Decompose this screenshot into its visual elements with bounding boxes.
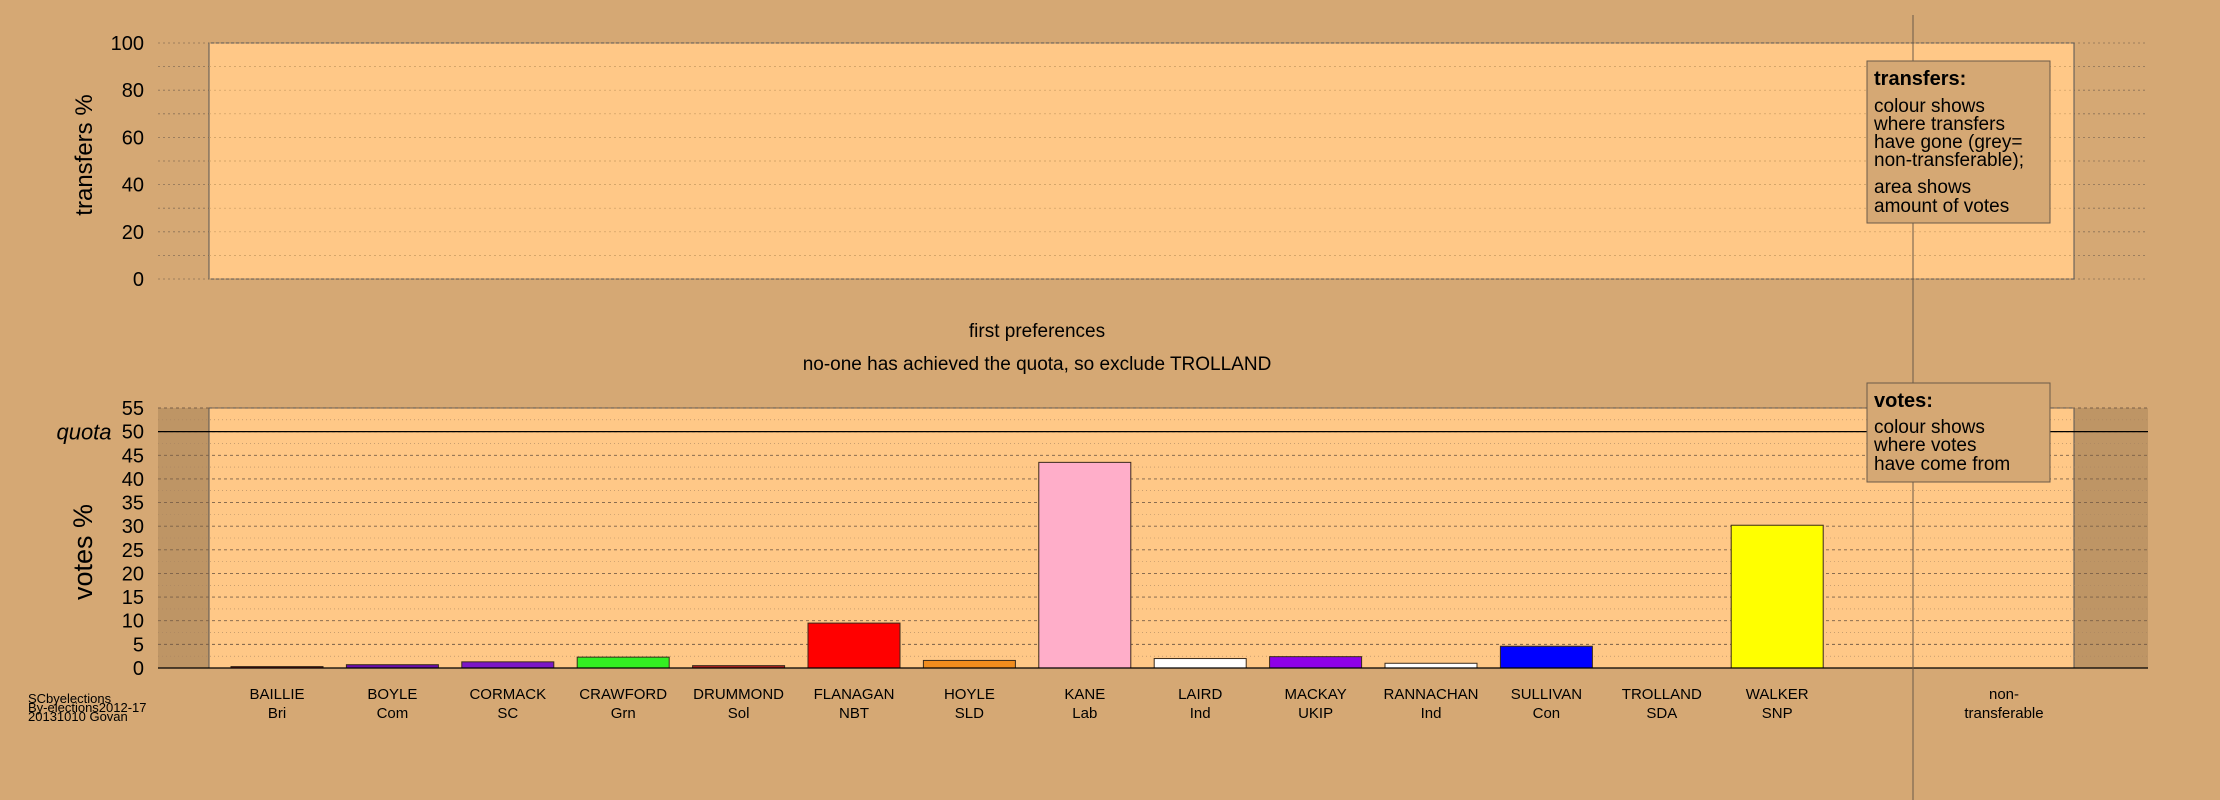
y-tick-label: 60 <box>122 127 144 149</box>
votes-legend-title: votes: <box>1874 390 1933 412</box>
transfers-gridlines-over <box>209 42 2074 280</box>
y-tick-label: 45 <box>122 445 144 467</box>
candidate-party-label: Ind <box>1190 705 1211 722</box>
votes-bars <box>230 461 1824 669</box>
transfers-y-axis-label: transfers % <box>71 94 98 215</box>
candidate-name-label: SULLIVAN <box>1511 686 1582 703</box>
bar-crawford <box>576 656 670 669</box>
candidate-party-label: Lab <box>1072 705 1097 722</box>
bar-hoyle <box>922 659 1016 669</box>
bar-laird <box>1153 658 1247 669</box>
candidate-labels: BAILLIE Bri BOYLE Com CORMACK SC CRAWFORD Grn DR… <box>249 686 1808 722</box>
y-tick-label: 40 <box>122 469 144 491</box>
y-tick-label: 20 <box>122 563 144 585</box>
quota-label: quota <box>56 420 111 445</box>
candidate-name-label: KANE <box>1064 686 1105 703</box>
y-tick-label: 25 <box>122 540 144 562</box>
votes-left-margin-shade <box>158 408 209 668</box>
candidate-party-label: SNP <box>1762 705 1793 722</box>
y-tick-label: 20 <box>122 222 144 244</box>
candidate-party-label: NBT <box>839 705 869 722</box>
votes-legend-line: colour shows <box>1874 417 1985 438</box>
bar-sullivan <box>1499 645 1593 669</box>
bar-rannachan <box>1384 662 1478 669</box>
candidate-name-label: DRUMMOND <box>693 686 784 703</box>
candidate-name-label: FLANAGAN <box>814 686 895 703</box>
y-tick-label: 40 <box>122 175 144 197</box>
candidate-name-label: HOYLE <box>944 686 995 703</box>
candidate-party-label: Bri <box>268 705 286 722</box>
y-tick-label: 35 <box>122 493 144 515</box>
y-tick-label: 50 <box>122 422 144 444</box>
y-tick-label: 10 <box>122 611 144 633</box>
candidate-name-label: CRAWFORD <box>579 686 667 703</box>
y-tick-label: 0 <box>133 658 144 680</box>
transfers-legend-title: transfers: <box>1874 68 1966 90</box>
candidate-party-label: Grn <box>611 705 636 722</box>
transfers-legend-box <box>1866 60 2051 224</box>
transfers-legend-line: non-transferable); <box>1874 150 2024 171</box>
chart-subtitle: no-one has achieved the quota, so exclud… <box>803 354 1272 375</box>
y-tick-label: 55 <box>122 398 144 420</box>
candidate-party-label: SC <box>497 705 518 722</box>
y-tick-label: 30 <box>122 516 144 538</box>
credits: SCbyelections By-elections2012-17 201310… <box>28 691 147 724</box>
chart-title: first preferences <box>969 321 1105 342</box>
candidate-party-label: Sol <box>728 705 750 722</box>
votes-legend-box <box>1866 382 2051 483</box>
transfers-y-ticks: 0 20 40 60 80 100 <box>111 33 144 291</box>
y-tick-label: 5 <box>133 634 144 656</box>
votes-legend-line: have come from <box>1874 454 2010 475</box>
transfers-legend-line: colour shows <box>1874 96 1985 117</box>
bar-kane <box>1038 461 1132 669</box>
candidate-party-label: UKIP <box>1298 705 1333 722</box>
candidate-party-label: Ind <box>1421 705 1442 722</box>
bar-cormack <box>461 661 555 669</box>
candidate-name-label: RANNACHAN <box>1383 686 1478 703</box>
credit-line: By-elections2012-17 <box>28 700 147 715</box>
candidate-name-label: WALKER <box>1746 686 1809 703</box>
votes-legend: votes: colour shows where votes have com… <box>1866 382 2051 483</box>
candidate-name-label: BAILLIE <box>249 686 304 703</box>
credit-line: 20131010 Govan <box>28 709 128 724</box>
candidate-name-label: LAIRD <box>1178 686 1222 703</box>
y-tick-label: 15 <box>122 587 144 609</box>
transfers-legend-line: where transfers <box>1873 114 2005 135</box>
candidate-party-label: Com <box>377 705 409 722</box>
candidate-party-label: SLD <box>955 705 984 722</box>
credit-line: SCbyelections <box>28 691 112 706</box>
nontransferable-label-line2: transferable <box>1964 705 2043 722</box>
transfers-legend-line: have gone (grey= <box>1874 132 2022 153</box>
transfers-legend-line: area shows <box>1874 177 1971 198</box>
nontransferable-label-line1: non- <box>1989 686 2019 703</box>
candidate-name-label: BOYLE <box>367 686 417 703</box>
votes-legend-line: where votes <box>1873 435 1976 456</box>
votes-y-axis-label: votes % <box>68 504 98 600</box>
candidate-name-label: TROLLAND <box>1622 686 1702 703</box>
candidate-party-label: SDA <box>1646 705 1677 722</box>
transfers-legend: transfers: colour shows where transfers … <box>1866 60 2051 224</box>
transfers-legend-line: amount of votes <box>1874 196 2009 217</box>
y-tick-label: 80 <box>122 80 144 102</box>
bar-flanagan <box>807 622 901 669</box>
candidate-party-label: Con <box>1533 705 1561 722</box>
y-tick-label: 0 <box>133 269 144 291</box>
y-tick-label: 100 <box>111 33 144 55</box>
bar-walker <box>1730 524 1824 669</box>
candidate-name-label: MACKAY <box>1284 686 1346 703</box>
bar-mackay <box>1269 656 1363 669</box>
transfers-panel: 0 20 40 60 80 100 transfers % <box>71 33 2148 291</box>
candidate-name-label: CORMACK <box>469 686 546 703</box>
